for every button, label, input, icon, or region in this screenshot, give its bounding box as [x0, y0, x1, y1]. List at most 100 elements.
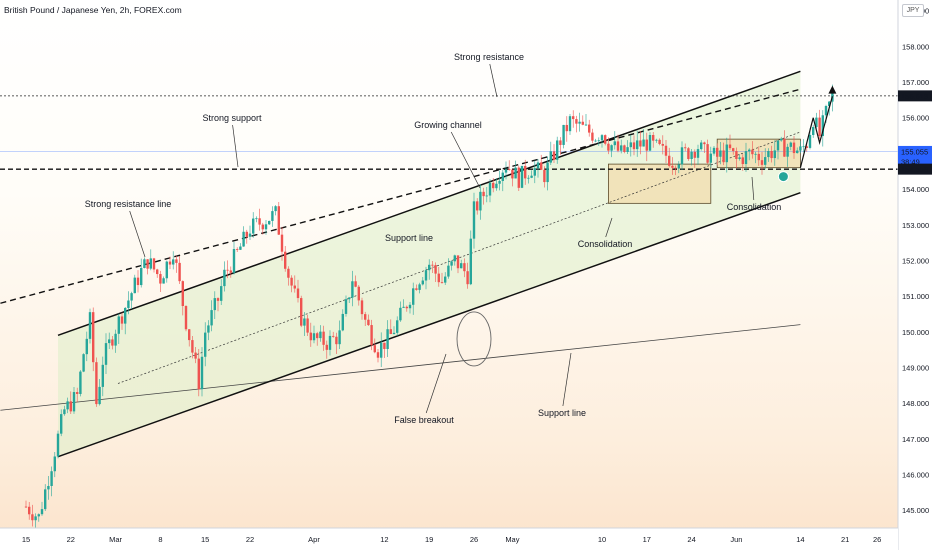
candle-body [280, 234, 284, 252]
candle-body [680, 147, 684, 165]
candle-body [735, 151, 738, 159]
candle-body [568, 116, 572, 132]
chart-title: British Pound / Japanese Yen, 2h, FOREX.… [4, 5, 182, 15]
candle-body [213, 298, 216, 311]
candle-body [488, 182, 492, 196]
annotation-pointer [129, 210, 146, 258]
candle-body [431, 264, 434, 266]
candle-body [716, 147, 719, 157]
candle-body [85, 338, 88, 355]
candle-body [725, 144, 728, 163]
candle-body [453, 255, 456, 262]
candle-body [738, 157, 741, 159]
currency-unit-badge[interactable]: JPY [902, 4, 924, 17]
candle-body [565, 124, 568, 132]
candle-body [559, 140, 562, 145]
candle-body [124, 307, 127, 324]
candle-body [440, 282, 444, 283]
candle-body [399, 307, 402, 321]
candle-body [757, 153, 760, 161]
y-tick-label: 151.000 [902, 292, 929, 301]
candle-body [546, 162, 549, 183]
candle-body [645, 139, 648, 151]
candle-body [639, 140, 642, 147]
candle-body [703, 142, 706, 145]
candle-body [312, 333, 316, 341]
candle-body [344, 299, 348, 314]
candle-body [127, 300, 130, 308]
candle-body [706, 144, 709, 163]
candle-body [136, 277, 140, 286]
candle-body [248, 233, 252, 237]
candle-body [696, 149, 700, 158]
candle-body [786, 146, 789, 157]
candle-body [268, 220, 271, 225]
candle-body [277, 206, 280, 235]
candle-body [447, 265, 450, 277]
candle-body [335, 336, 338, 345]
candle-body [805, 146, 808, 148]
candle-body [191, 340, 194, 353]
candle-body [719, 150, 722, 157]
annotation-pointer [605, 217, 613, 238]
annotation-label: Strong resistance line [85, 199, 172, 209]
candle-body [828, 101, 831, 107]
x-tick-label: May [505, 535, 519, 544]
candle-body [34, 516, 37, 521]
x-tick-label: 22 [246, 535, 254, 544]
long-support-line [0, 324, 801, 411]
candle-body [536, 162, 540, 169]
candle-body [479, 191, 482, 211]
candle-body [98, 386, 101, 405]
y-tick-label: 156.000 [902, 114, 929, 123]
candle-body [69, 401, 72, 412]
candle-body [530, 175, 533, 178]
y-tick-label: 145.000 [902, 506, 929, 515]
candle-body [652, 134, 655, 141]
candle-body [120, 316, 124, 324]
candle-body [117, 316, 120, 334]
candle-body [229, 270, 232, 273]
candle-body [197, 358, 200, 390]
candle-body [450, 261, 453, 266]
candle-body [92, 312, 95, 363]
candle-body [604, 135, 607, 144]
candle-body [357, 286, 360, 301]
candle-body [508, 169, 511, 171]
candle-body [674, 167, 677, 169]
candle-body [175, 259, 178, 263]
candle-body [223, 269, 226, 287]
resistance-price-tag-text: 156.613 [901, 92, 928, 101]
candle-body [159, 274, 162, 284]
support-price-tag-bg [898, 163, 932, 175]
support-price-tag-text: 154.559 [901, 165, 928, 174]
current-price-tag-countdown: 38:49 [901, 157, 920, 166]
candle-body [693, 151, 696, 158]
candle-body [792, 142, 796, 154]
candle-body [271, 211, 274, 221]
candle-body [540, 162, 543, 170]
candle-body [95, 362, 98, 405]
candle-body [428, 264, 431, 271]
annotation-pointer [489, 63, 498, 98]
y-tick-label: 146.000 [902, 470, 929, 479]
candle-body [354, 281, 357, 287]
candle-body [514, 167, 517, 179]
candle-body [322, 331, 325, 345]
candle-body [482, 191, 485, 197]
candle-body [616, 141, 620, 151]
candle-body [232, 249, 236, 273]
candle-body [383, 342, 386, 350]
candle-body [469, 238, 472, 285]
annotation-label: False breakout [394, 415, 454, 425]
candle-body [460, 263, 463, 269]
candle-body [306, 318, 309, 333]
candle-body [264, 224, 268, 230]
buy-signal-icon[interactable] [777, 171, 789, 183]
candle-body [415, 288, 418, 290]
candle-body [591, 132, 594, 141]
candle-body [741, 157, 744, 165]
annotation-pointer [751, 176, 755, 201]
